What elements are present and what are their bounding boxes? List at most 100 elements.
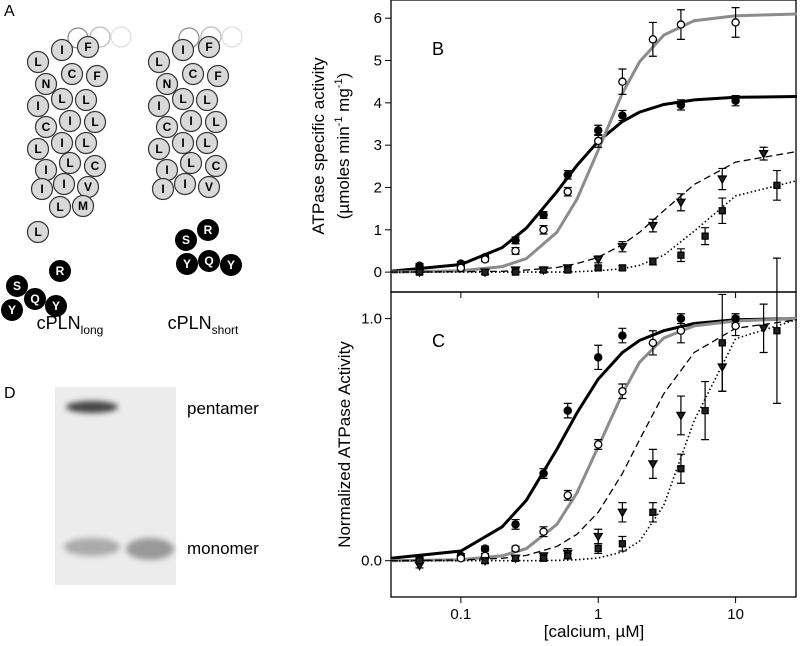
residue-label: L (155, 55, 162, 69)
data-point (563, 406, 572, 415)
residue (58, 109, 82, 133)
data-point (593, 136, 603, 146)
residue-label: L (34, 225, 41, 239)
data-point (563, 187, 572, 196)
residue-label: I (157, 99, 160, 113)
residue-label: S (13, 279, 21, 293)
data-point (676, 100, 686, 110)
residue (50, 87, 74, 111)
data-point (539, 469, 548, 478)
residue (195, 88, 219, 112)
residue (179, 151, 203, 175)
residue-label: Y (183, 257, 191, 271)
residue (204, 154, 228, 178)
residue (155, 115, 179, 139)
fit-line (390, 317, 798, 563)
data-point (481, 557, 489, 565)
data-point (717, 175, 728, 185)
residue-label: R (56, 264, 65, 278)
data-point (593, 532, 604, 542)
residue-label: L (212, 115, 219, 129)
fit-line (390, 12, 798, 274)
construct-label: cPLNshort (168, 313, 239, 337)
data-point (511, 268, 520, 276)
data-point (415, 268, 424, 276)
residue (74, 88, 98, 112)
residue-label: I (62, 177, 65, 191)
residue (197, 175, 221, 199)
data-point (593, 126, 603, 135)
residue (204, 110, 228, 134)
data-point (539, 527, 548, 536)
data-point (511, 544, 520, 553)
data-point (415, 557, 424, 565)
y-axis-title-part: mg (334, 88, 353, 116)
residue-label: L (187, 156, 194, 170)
residue (50, 38, 74, 62)
residue-label: I (181, 43, 184, 57)
residue (71, 194, 95, 218)
residue-label: L (155, 142, 162, 156)
data-point (701, 406, 709, 415)
residue (48, 195, 72, 219)
data-point (649, 257, 657, 266)
y-axis-title-part: -1 (333, 78, 345, 88)
residue (85, 64, 109, 88)
residue-label: I (40, 182, 43, 196)
residue (45, 295, 67, 317)
y-axis-title-part: -1 (333, 117, 345, 127)
y-tick-label: 1 (374, 222, 382, 239)
panel-label: B (432, 39, 444, 59)
data-point (731, 18, 740, 27)
residue (171, 87, 195, 111)
data-point (593, 255, 604, 265)
residue (147, 94, 171, 118)
fit-line (390, 150, 798, 273)
residue-label: Q (204, 254, 213, 268)
data-point (618, 77, 627, 86)
residue-label: F (93, 69, 100, 83)
data-point (676, 326, 686, 335)
residue (6, 275, 28, 297)
construct-name: cPLN (168, 313, 212, 333)
residue (155, 72, 179, 96)
data-point (758, 149, 769, 159)
x-tick-label: 10 (727, 606, 744, 623)
residue-label: L (34, 55, 41, 69)
y-tick-label: 0.0 (361, 553, 382, 570)
data-point (564, 266, 572, 274)
panel-label: C (432, 331, 445, 351)
residue-label: Y (52, 299, 60, 313)
data-point (480, 544, 490, 553)
data-point (481, 268, 489, 276)
panel-label: D (4, 385, 16, 402)
residue (151, 177, 175, 201)
y-axis-title-part: ) (334, 73, 353, 79)
construct-label: cPLNlong (37, 313, 104, 337)
residue-label: M (78, 199, 88, 213)
residue (52, 172, 76, 196)
data-point (618, 111, 627, 120)
x-axis-title: [calcium, µM] (544, 622, 644, 641)
data-point (675, 198, 687, 208)
residue-label: I (36, 99, 39, 113)
data-point (539, 225, 548, 235)
construct-subscript: short (212, 323, 239, 337)
residue (220, 254, 242, 276)
residue-label: C (189, 67, 198, 81)
residue (179, 109, 203, 133)
y-axis-title: Normalized ATPase Activity (335, 341, 354, 548)
residue (83, 154, 107, 178)
x-tick-label: 1 (594, 606, 602, 623)
y-tick-label: 0 (374, 264, 382, 281)
residue-label: F (205, 40, 212, 54)
data-point (675, 411, 687, 421)
data-point (773, 181, 781, 190)
data-point (564, 552, 572, 560)
data-point (701, 232, 709, 240)
residue-label: L (66, 156, 73, 170)
data-point (456, 263, 466, 273)
y-axis-title-part: (µmoles min (334, 126, 353, 219)
data-point (539, 266, 548, 274)
residue (74, 131, 98, 155)
